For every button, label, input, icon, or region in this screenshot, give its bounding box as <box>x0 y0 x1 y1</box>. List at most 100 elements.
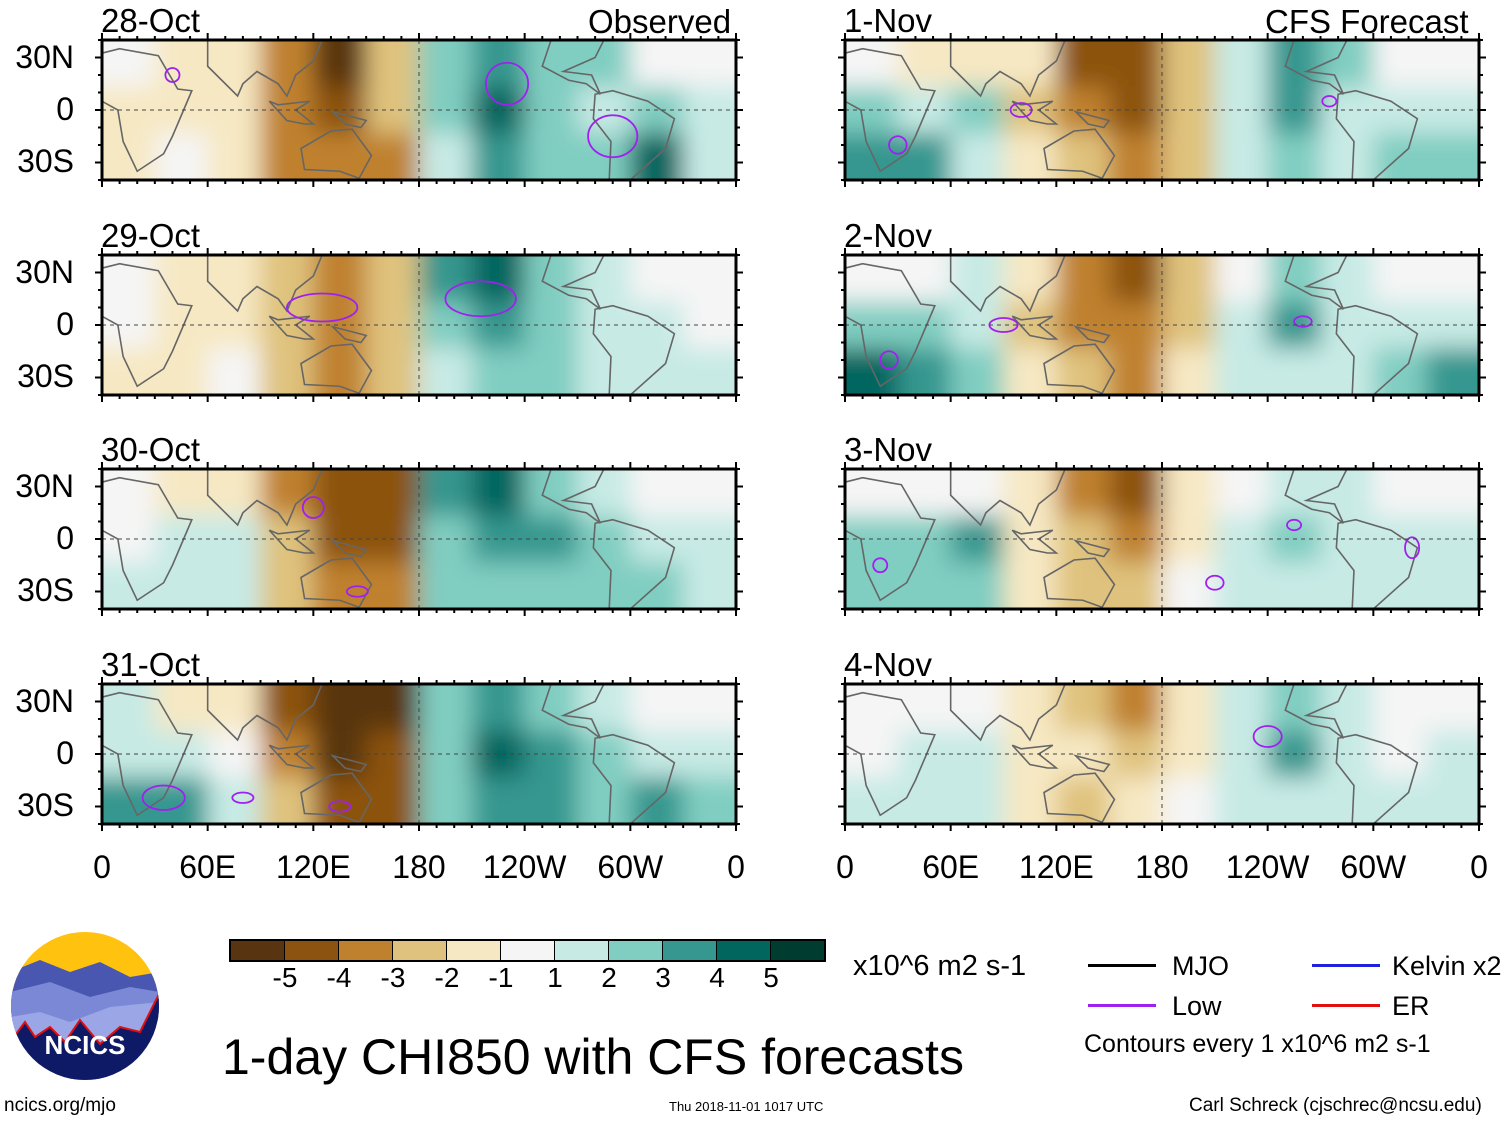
footer-url[interactable]: ncics.org/mjo <box>4 1095 116 1116</box>
chi-cell <box>1003 348 1058 395</box>
chi-cell <box>1426 562 1479 609</box>
chi-cell <box>260 684 315 731</box>
y-tick-label: 0 <box>56 306 74 342</box>
chi-cell <box>950 562 1005 609</box>
coastline <box>1284 684 1348 739</box>
chi-cell <box>1426 469 1479 516</box>
chi-cell <box>1373 40 1428 87</box>
colorbar-swatch <box>609 941 663 960</box>
coastline <box>206 684 324 742</box>
colorbar-swatch <box>663 941 717 960</box>
chi-cell <box>207 562 262 609</box>
y-tick-label: 30S <box>17 572 74 608</box>
coastline <box>300 128 373 180</box>
panel-date: 30-Oct <box>101 431 201 468</box>
x-tick-label: 180 <box>392 849 446 885</box>
chi-cell <box>1003 777 1058 824</box>
chi-cell <box>630 255 685 302</box>
low-contour <box>141 784 186 811</box>
legend-kelvin-line <box>1312 964 1380 967</box>
chi-cell <box>207 133 262 180</box>
chi-cell <box>313 469 368 516</box>
chi-cell <box>950 684 1005 731</box>
chi-cell <box>1267 469 1322 516</box>
colorbar-swatch <box>447 941 501 960</box>
chi-cell <box>1373 777 1428 824</box>
legend-er-line <box>1312 1004 1380 1007</box>
coastline <box>845 691 936 817</box>
low-contour <box>1404 536 1421 560</box>
chi-cell <box>1267 562 1322 609</box>
chi-cell <box>1109 40 1163 87</box>
colorbar-label: 5 <box>763 962 779 993</box>
chi-cell <box>630 348 685 395</box>
chi-cell <box>366 684 420 731</box>
chi-cell <box>154 133 209 180</box>
chi-cell <box>471 348 526 395</box>
chi-cell <box>630 469 685 516</box>
y-tick-label: 30N <box>15 468 74 504</box>
coastline <box>845 47 936 173</box>
chi-cell <box>1267 133 1322 180</box>
chi-cell <box>419 684 473 731</box>
chi-cell <box>1214 133 1269 180</box>
chi-cell <box>950 133 1005 180</box>
chi-cell <box>1267 255 1322 302</box>
chi-cell <box>1003 469 1058 516</box>
chi-cell <box>683 133 736 180</box>
chi-cell <box>524 133 579 180</box>
coastline <box>949 684 1067 742</box>
chi-cell <box>1162 684 1216 731</box>
chi-cell <box>1320 133 1375 180</box>
y-tick-label: 30N <box>15 683 74 719</box>
y-tick-label: 30N <box>15 39 74 75</box>
chi-cell <box>260 469 315 516</box>
low-contour <box>231 791 255 804</box>
map-panel-28-Oct <box>95 33 743 187</box>
observed-label: Observed <box>588 3 732 40</box>
chi-cell <box>577 469 632 516</box>
chi-cell <box>950 469 1005 516</box>
chi-cell <box>471 133 526 180</box>
coastline <box>1073 539 1111 558</box>
chi-cell <box>897 255 952 302</box>
chi-cell <box>366 562 420 609</box>
coastline <box>1043 772 1116 824</box>
chi-cell <box>260 133 315 180</box>
chi-cell <box>845 469 899 516</box>
chi-cell <box>845 348 899 395</box>
map-panel-1-Nov <box>838 33 1486 187</box>
chi-cell <box>577 684 632 731</box>
chi-cell <box>630 40 685 87</box>
panel-date: 2-Nov <box>844 217 933 254</box>
coastline <box>1073 325 1111 344</box>
chi-cell <box>419 348 473 395</box>
panel-frame <box>838 677 1486 831</box>
chi-cell <box>524 348 579 395</box>
chi-cell <box>950 777 1005 824</box>
coastline <box>330 110 368 129</box>
panel-frame <box>95 248 743 402</box>
colorbar-label: -3 <box>380 962 406 993</box>
chi-cell <box>1320 684 1375 731</box>
chi-cell <box>471 562 526 609</box>
y-tick-label: 0 <box>56 91 74 127</box>
low-contour <box>1321 95 1338 108</box>
chi-cell <box>154 562 209 609</box>
x-tick-label: 120E <box>1018 849 1094 885</box>
x-tick-label: 0 <box>1470 849 1488 885</box>
panel-frame <box>95 462 743 616</box>
chi-cell <box>1109 684 1163 731</box>
chi-cell <box>845 255 899 302</box>
chi-cell <box>366 777 420 824</box>
chi-cell <box>1320 469 1375 516</box>
chi-cell <box>845 777 899 824</box>
x-tick-label: 120E <box>275 849 351 885</box>
colorbar-swatch <box>717 941 771 960</box>
legend-kelvin-label: Kelvin x2 <box>1392 951 1502 981</box>
chi-cell <box>683 777 736 824</box>
chi-cell <box>313 255 368 302</box>
chi-cell <box>950 255 1005 302</box>
coastline <box>102 47 193 173</box>
colorbar <box>229 939 826 962</box>
